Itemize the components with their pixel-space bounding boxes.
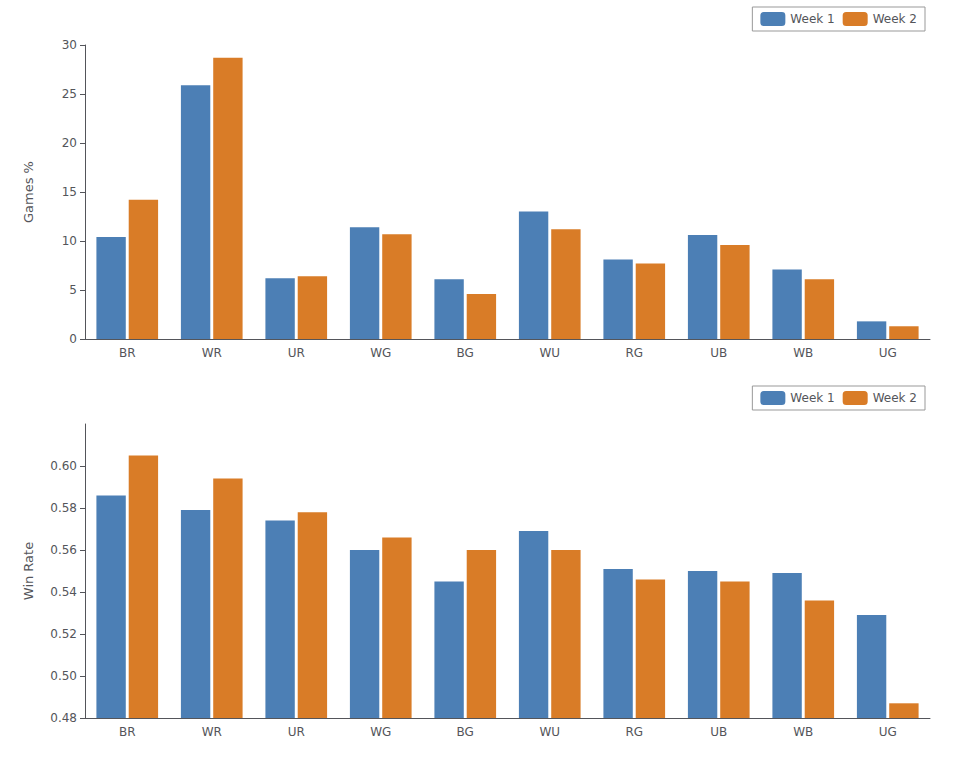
svg-text:0.60: 0.60: [50, 459, 77, 473]
svg-text:UG: UG: [879, 346, 897, 360]
svg-text:5: 5: [69, 283, 77, 297]
svg-text:20: 20: [62, 136, 77, 150]
svg-text:0.52: 0.52: [50, 627, 77, 641]
svg-text:0.56: 0.56: [50, 543, 77, 557]
svg-text:UR: UR: [288, 346, 305, 360]
svg-text:BR: BR: [119, 725, 136, 739]
svg-text:UB: UB: [710, 725, 727, 739]
svg-text:BR: BR: [119, 346, 136, 360]
svg-text:RG: RG: [625, 725, 643, 739]
svg-text:WU: WU: [539, 346, 560, 360]
svg-text:UB: UB: [710, 346, 727, 360]
svg-text:0.54: 0.54: [50, 585, 77, 599]
svg-text:WG: WG: [370, 725, 391, 739]
svg-text:Win Rate: Win Rate: [21, 542, 36, 600]
svg-text:WB: WB: [793, 346, 813, 360]
svg-text:BG: BG: [457, 346, 474, 360]
svg-text:0.50: 0.50: [50, 669, 77, 683]
svg-text:Week 1: Week 1: [790, 391, 834, 405]
svg-text:15: 15: [62, 185, 77, 199]
svg-text:Week 1: Week 1: [790, 12, 834, 26]
svg-text:WU: WU: [539, 725, 560, 739]
svg-text:WG: WG: [370, 346, 391, 360]
svg-text:Week 2: Week 2: [873, 391, 917, 405]
svg-text:30: 30: [62, 38, 77, 52]
svg-text:Games %: Games %: [21, 161, 36, 223]
svg-text:10: 10: [62, 234, 77, 248]
svg-text:BG: BG: [457, 725, 474, 739]
svg-text:WB: WB: [793, 725, 813, 739]
svg-text:25: 25: [62, 87, 77, 101]
svg-text:0.48: 0.48: [50, 711, 77, 725]
svg-text:0: 0: [69, 332, 77, 346]
svg-text:0.58: 0.58: [50, 501, 77, 515]
svg-text:WR: WR: [202, 346, 222, 360]
svg-text:UR: UR: [288, 725, 305, 739]
svg-text:UG: UG: [879, 725, 897, 739]
svg-text:Week 2: Week 2: [873, 12, 917, 26]
svg-text:RG: RG: [625, 346, 643, 360]
svg-text:WR: WR: [202, 725, 222, 739]
